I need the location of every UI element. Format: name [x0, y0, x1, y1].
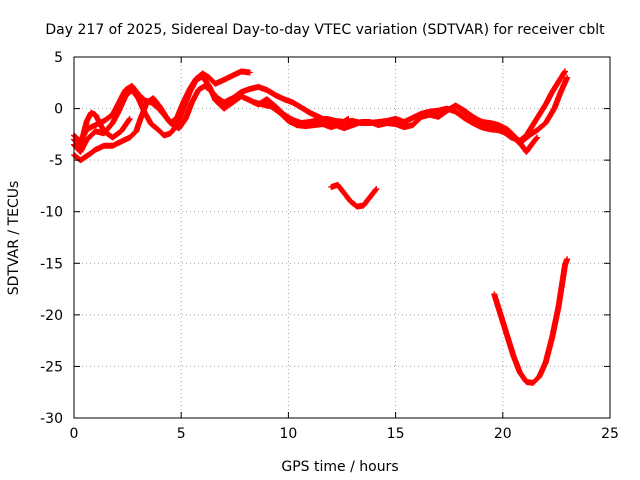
plot-frame	[73, 56, 611, 419]
y-tick-label: 5	[54, 50, 63, 66]
chart-title: Day 217 of 2025, Sidereal Day-to-day VTE…	[45, 22, 605, 38]
y-tick-label: -10	[40, 205, 63, 221]
data-markers	[328, 181, 380, 210]
series-track-f	[456, 68, 568, 144]
y-tick-label: -20	[40, 308, 63, 324]
x-tick-label: 15	[387, 426, 405, 442]
y-tick-label: -5	[49, 153, 63, 169]
data-layer	[71, 68, 571, 386]
x-tick-label: 25	[601, 426, 619, 442]
x-tick-label: 20	[494, 426, 512, 442]
y-tick-label: -15	[40, 256, 63, 272]
x-tick-label: 5	[177, 426, 186, 442]
data-markers	[456, 68, 568, 144]
data-markers	[491, 256, 571, 386]
y-tick-label: 0	[54, 102, 63, 118]
y-axis-label: SDTVAR / TECUs	[6, 181, 22, 296]
y-tick-label: -30	[40, 411, 63, 427]
data-markers	[251, 99, 352, 131]
series-track-h	[491, 256, 571, 386]
axis-ticks: 0 5 10 15 20 25 5 0 -5 -10 -15 -20 -25 -30	[40, 50, 619, 442]
x-axis-label: GPS time / hours	[281, 459, 398, 475]
series-track-e	[251, 99, 352, 131]
series-track-g	[328, 181, 380, 210]
x-tick-label: 10	[279, 426, 297, 442]
x-tick-label: 0	[70, 426, 79, 442]
y-tick-label: -25	[40, 359, 63, 375]
